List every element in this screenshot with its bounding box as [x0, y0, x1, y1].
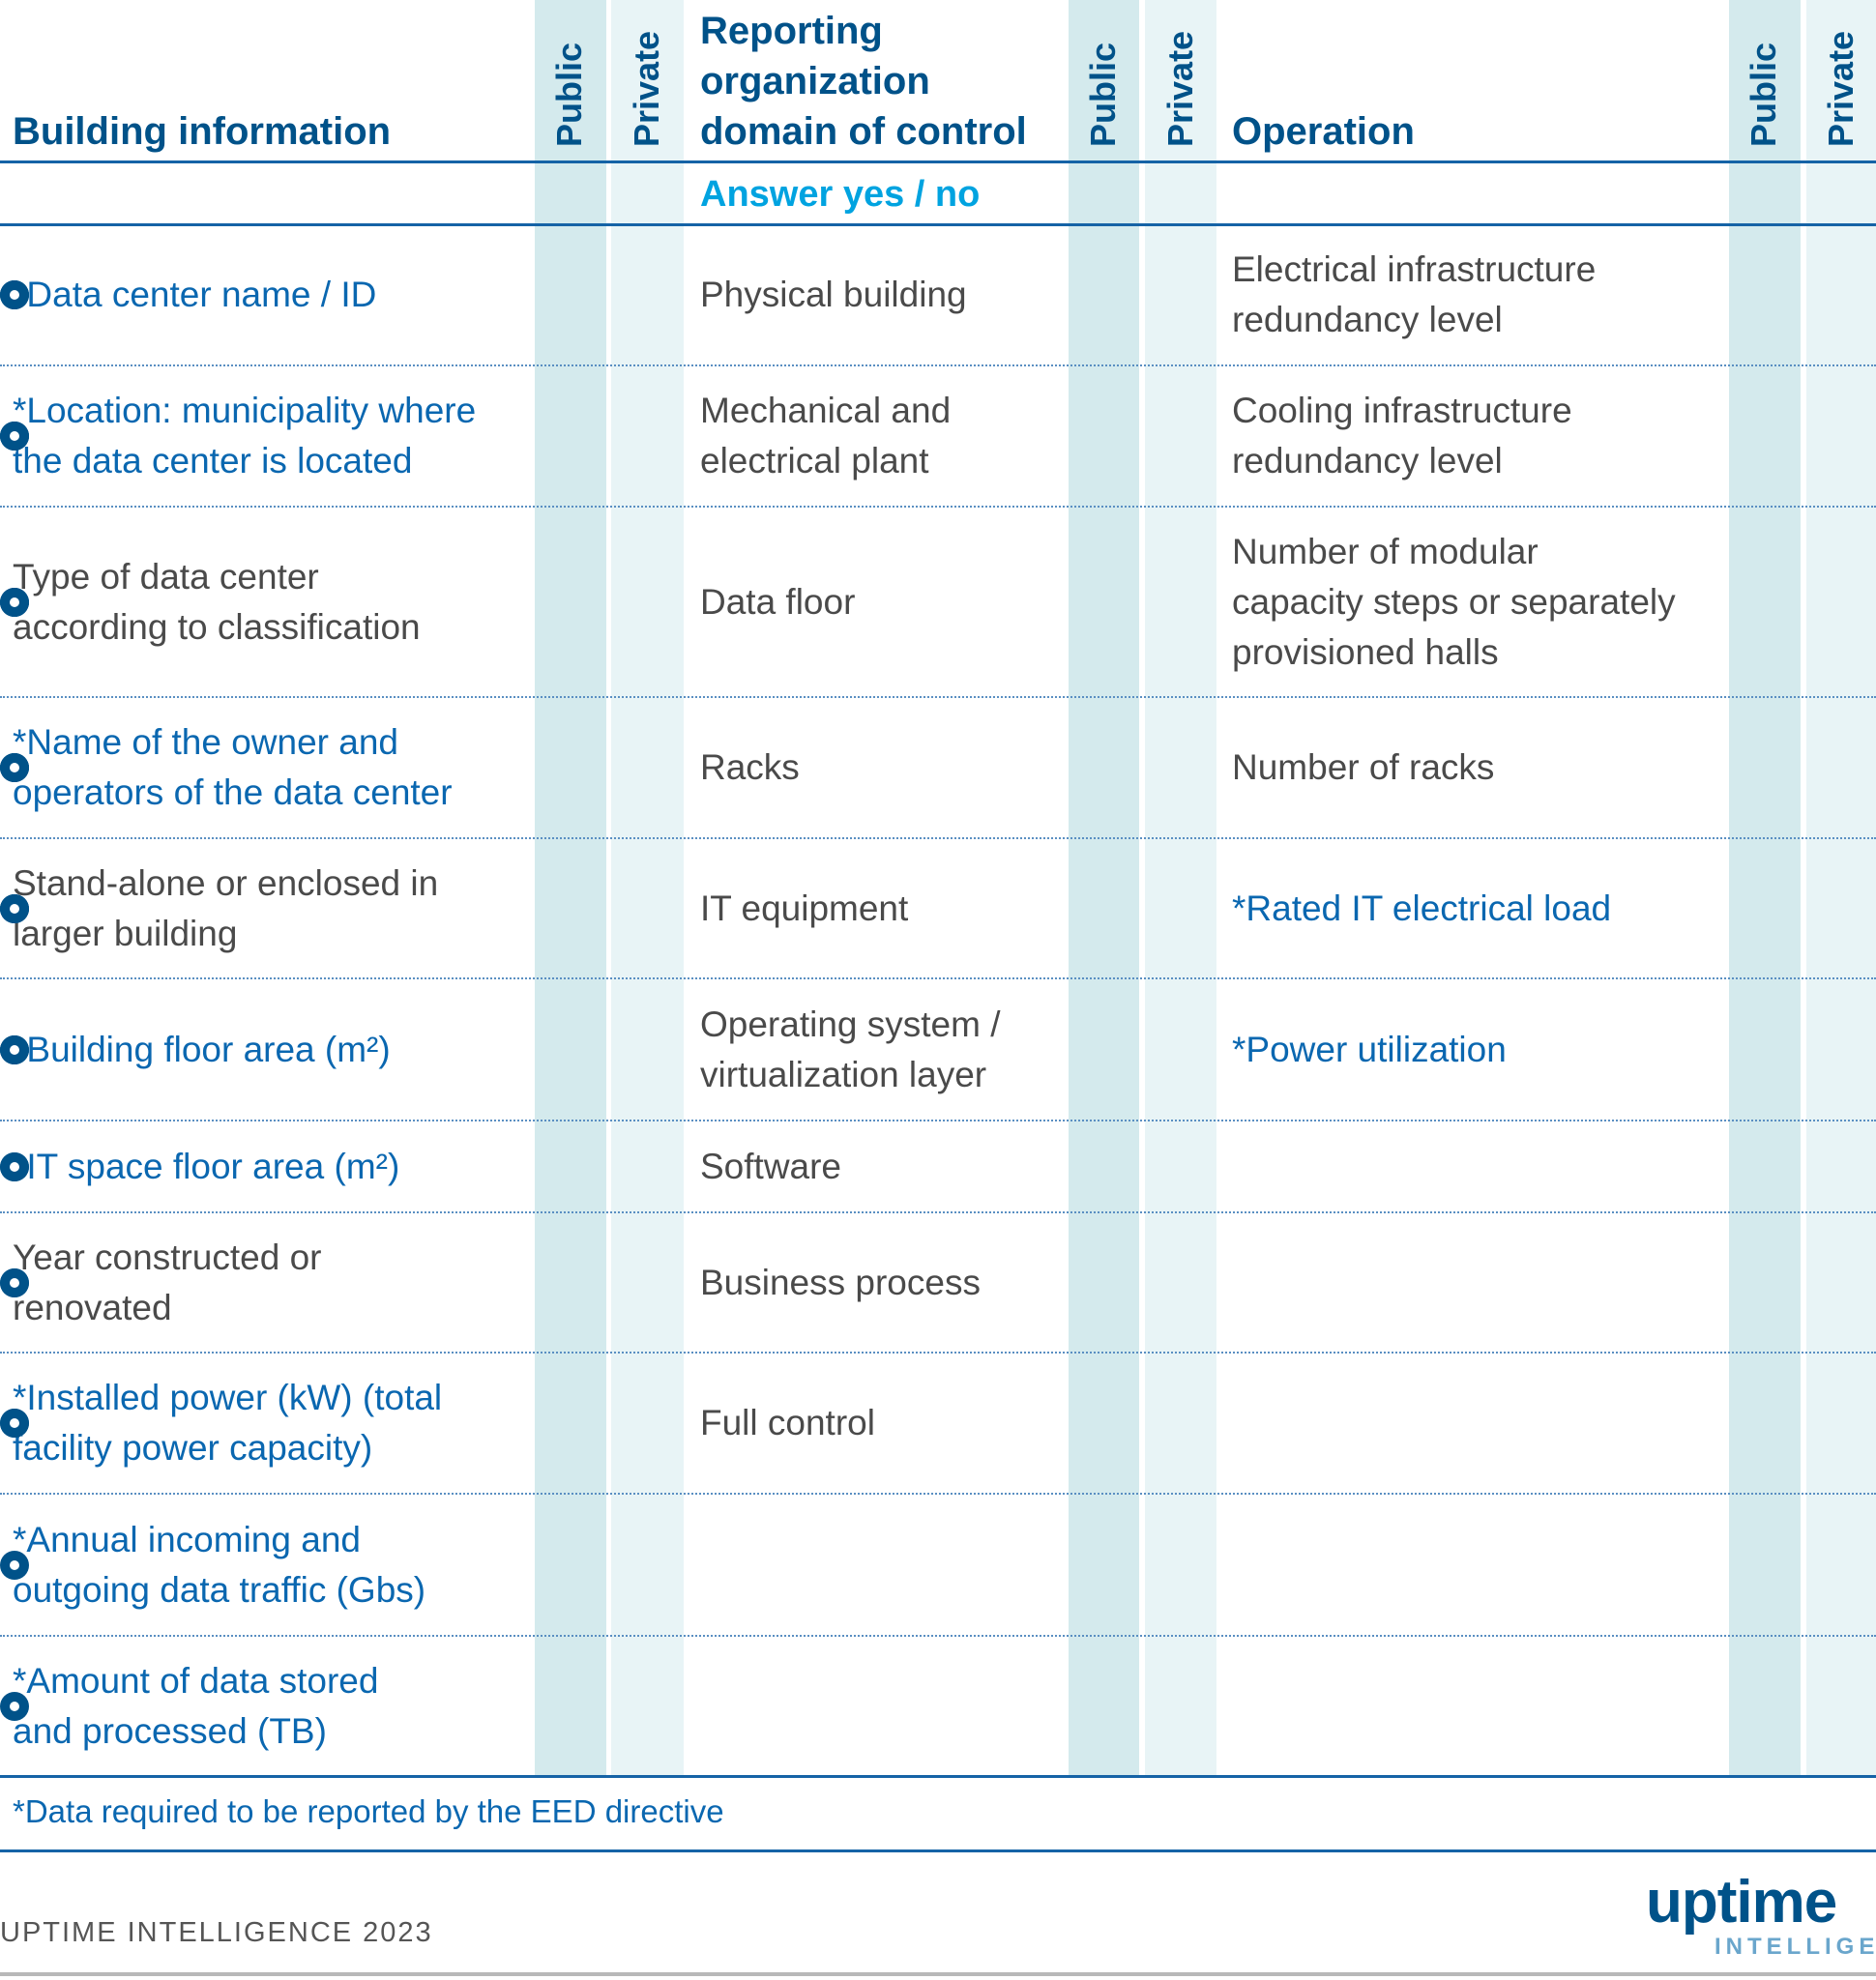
row-divider: [0, 506, 1876, 508]
header-divider: [0, 160, 1876, 163]
c2-item: Business process: [700, 1262, 981, 1302]
col3-public-band: [1729, 0, 1801, 1776]
row-divider: [0, 696, 1876, 698]
c3-item: *Rated IT electrical load: [1232, 888, 1612, 928]
private-marker-icon: [0, 1267, 29, 1297]
header-public: Public: [549, 42, 589, 147]
c1-item: *Name of the owner and operators of the …: [13, 722, 453, 812]
row-divider: [0, 1493, 1876, 1495]
private-marker-icon: [0, 753, 29, 782]
col3-private-band: [1806, 0, 1876, 1776]
logo-sub: INTELLIGENCE: [1715, 1934, 1876, 1960]
col2-public-band: [1069, 0, 1139, 1776]
row-divider: [0, 837, 1876, 839]
c2-item: Software: [700, 1146, 842, 1186]
row-divider: [0, 364, 1876, 366]
c2-item: Physical building: [700, 275, 967, 314]
uptime-intelligence-logo: uptime INTELLIGENCE: [1646, 1869, 1876, 1961]
public-marker-icon: [0, 1691, 29, 1721]
c3-item: Cooling infrastructure redundancy level: [1232, 391, 1572, 480]
row-divider: [0, 1120, 1876, 1121]
c1-item: *Building floor area (m²): [13, 1029, 391, 1069]
col1-private-band: [611, 0, 684, 1776]
c1-item: Stand-alone or enclosed in larger buildi…: [13, 862, 439, 953]
header-private: Private: [627, 30, 666, 147]
private-marker-icon: [0, 893, 29, 923]
c2-item: Mechanical and electrical plant: [700, 391, 952, 480]
c1-item: *IT space floor area (m²): [13, 1146, 400, 1186]
subheader-divider: [0, 223, 1876, 226]
header-private: Private: [1160, 30, 1200, 147]
col2-private-band: [1145, 0, 1216, 1776]
c1-item: *Data center name / ID: [13, 275, 377, 314]
c1-item: *Amount of data stored and processed (TB…: [13, 1660, 379, 1751]
header-domain-of-control: Reporting organization domain of control: [700, 10, 1027, 153]
private-marker-icon: [0, 1151, 29, 1181]
c2-item: Data floor: [700, 581, 856, 622]
header-private: Private: [1821, 30, 1861, 147]
header-building-information: Building information: [13, 110, 392, 153]
header-public: Public: [1083, 42, 1123, 147]
c3-item: *Power utilization: [1232, 1029, 1507, 1069]
row-divider: [0, 977, 1876, 979]
c2-item: Full control: [700, 1403, 875, 1442]
header-public: Public: [1744, 42, 1783, 147]
private-marker-icon: [0, 280, 29, 309]
bottom-rule: [0, 1972, 1876, 1976]
footnote: *Data required to be reported by the EED…: [13, 1793, 724, 1829]
c1-item: *Installed power (kW) (total facility po…: [13, 1378, 443, 1468]
c1-item: Type of data center according to classif…: [13, 556, 421, 647]
row-divider: [0, 1211, 1876, 1213]
credit-line: UPTIME INTELLIGENCE 2023: [0, 1917, 433, 1948]
col1-public-band: [535, 0, 606, 1776]
c1-item: Year constructed or renovated: [13, 1237, 322, 1327]
private-marker-icon: [0, 422, 29, 451]
row-divider: [0, 1352, 1876, 1354]
logo-word: uptime: [1646, 1869, 1837, 1936]
private-marker-icon: [0, 1409, 29, 1438]
answer-yes-no-label: Answer yes / no: [700, 174, 981, 215]
c3-item: Electrical infrastructure redundancy lev…: [1232, 249, 1597, 339]
header-operation: Operation: [1232, 110, 1415, 153]
c2-item: Operating system / virtualization layer: [700, 1004, 1001, 1094]
footer-divider: [0, 1849, 1876, 1852]
c2-item: IT equipment: [700, 888, 909, 928]
c1-item: *Annual incoming and outgoing data traff…: [13, 1519, 426, 1610]
public-marker-icon: [0, 1034, 29, 1064]
private-marker-icon: [0, 587, 29, 617]
c1-item: *Location: municipality where the data c…: [13, 391, 477, 480]
public-marker-icon: [0, 1550, 29, 1580]
table-bottom-divider: [0, 1775, 1876, 1778]
row-divider: [0, 1635, 1876, 1637]
c3-item: Number of racks: [1232, 747, 1495, 787]
c2-item: Racks: [700, 747, 800, 787]
c3-item: Number of modular capacity steps or sepa…: [1232, 531, 1676, 672]
